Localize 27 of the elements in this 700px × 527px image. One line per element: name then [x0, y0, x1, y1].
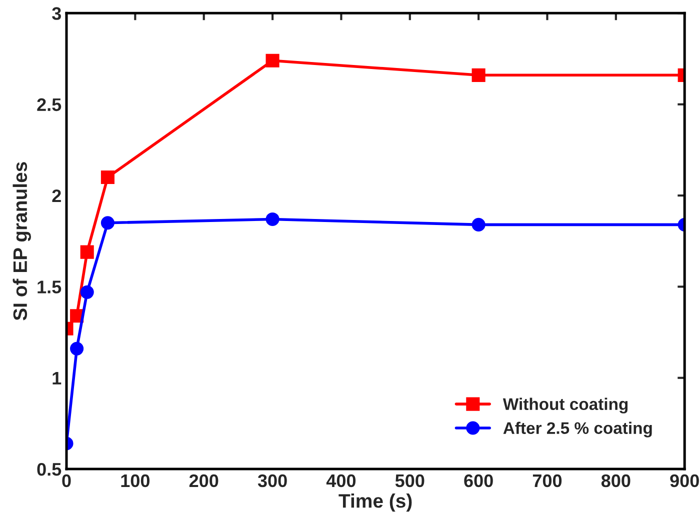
y-tick-label: 0.5 [37, 462, 62, 476]
x-tick-label: 0 [62, 474, 71, 488]
x-tick-label: 100 [121, 474, 150, 488]
point [100, 170, 114, 184]
point [266, 54, 280, 68]
x-tick-label: 500 [395, 474, 424, 488]
x-tick-label: 400 [326, 474, 356, 488]
legend-label: After 2.5 % coating [503, 422, 652, 438]
point [80, 285, 94, 299]
point [80, 245, 94, 259]
legend-label: Without coating [502, 398, 628, 414]
x-tick-label: 900 [670, 474, 699, 488]
y-tick-label: 2.5 [37, 98, 62, 112]
x-tick-label: 300 [258, 474, 287, 488]
y-tick-label: 1.5 [38, 280, 62, 294]
point [266, 212, 280, 226]
point [100, 216, 114, 230]
x-tick-label: 700 [532, 474, 562, 488]
y-tick-label: 2 [52, 189, 61, 202]
x-tick-label: 800 [601, 474, 630, 488]
x-axis-title: Time (s) [338, 494, 412, 512]
point [70, 342, 84, 356]
y-tick-label: 3 [52, 7, 61, 20]
y-axis-title: SI of EP granules [12, 162, 31, 320]
y-tick-label: 1 [52, 372, 62, 384]
x-tick-label: 200 [189, 474, 218, 488]
x-tick-label: 600 [464, 474, 493, 488]
